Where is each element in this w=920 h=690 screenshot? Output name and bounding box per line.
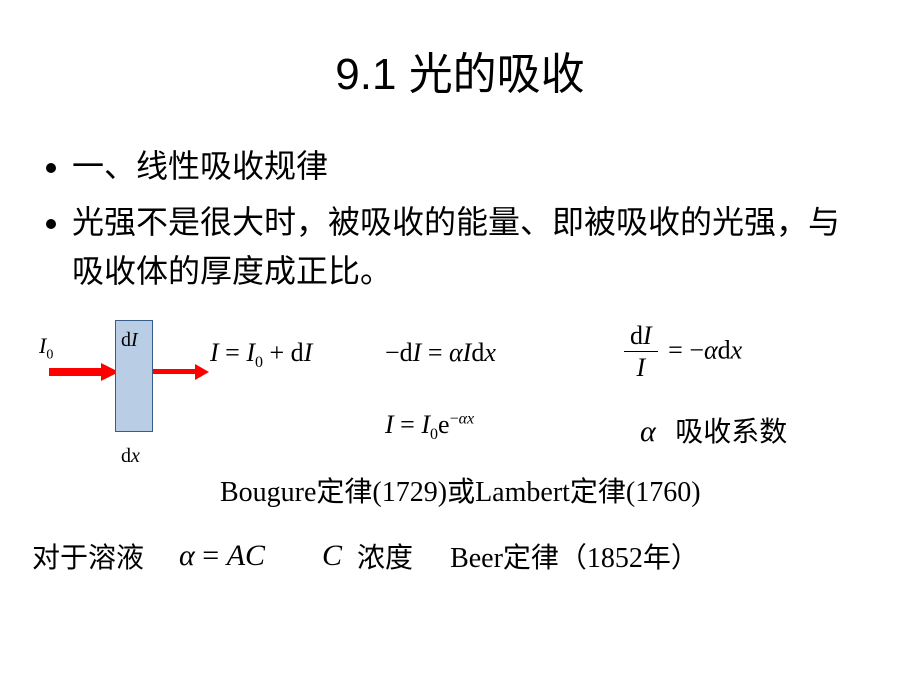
label-dx: dx: [121, 445, 140, 468]
label-dI: dI: [121, 329, 138, 352]
solution-line: 对于溶液 α = AC C 浓度 Beer定律（1852年）: [32, 536, 902, 576]
label-I0: I0: [39, 333, 53, 363]
bullet-item-2: 光强不是很大时，被吸收的能量、即被吸收的光强，与吸收体的厚度成正比。: [72, 198, 920, 297]
symbol-C: C: [322, 539, 342, 573]
slide-title: 9.1 光的吸收: [0, 0, 920, 102]
eq-exponential: I = I0e−αx: [385, 410, 474, 444]
eq-minus-dI: −dI = αIdx: [385, 338, 496, 368]
eq-fraction: dI I = −αdx: [620, 322, 742, 383]
bullet-list: 一、线性吸收规律 光强不是很大时，被吸收的能量、即被吸收的光强，与吸收体的厚度成…: [0, 142, 920, 297]
bullet-item-1: 一、线性吸收规律: [72, 142, 920, 192]
solution-prefix: 对于溶液: [32, 536, 144, 576]
arrow-out-icon: [153, 367, 213, 377]
bouguer-lambert-law: Bougure定律(1729)或Lambert定律(1760): [220, 470, 701, 510]
eq-alpha-AC: α = AC: [179, 539, 265, 573]
absorption-diagram: I0 dI dx: [35, 315, 215, 485]
alpha-coefficient-label: α 吸收系数: [640, 410, 787, 450]
label-concentration: 浓度: [357, 536, 413, 576]
beer-law: Beer定律（1852年）: [450, 536, 699, 576]
arrow-in-icon: [49, 365, 117, 379]
eq-I-plus-dI: I = I0 + dI: [210, 338, 312, 372]
